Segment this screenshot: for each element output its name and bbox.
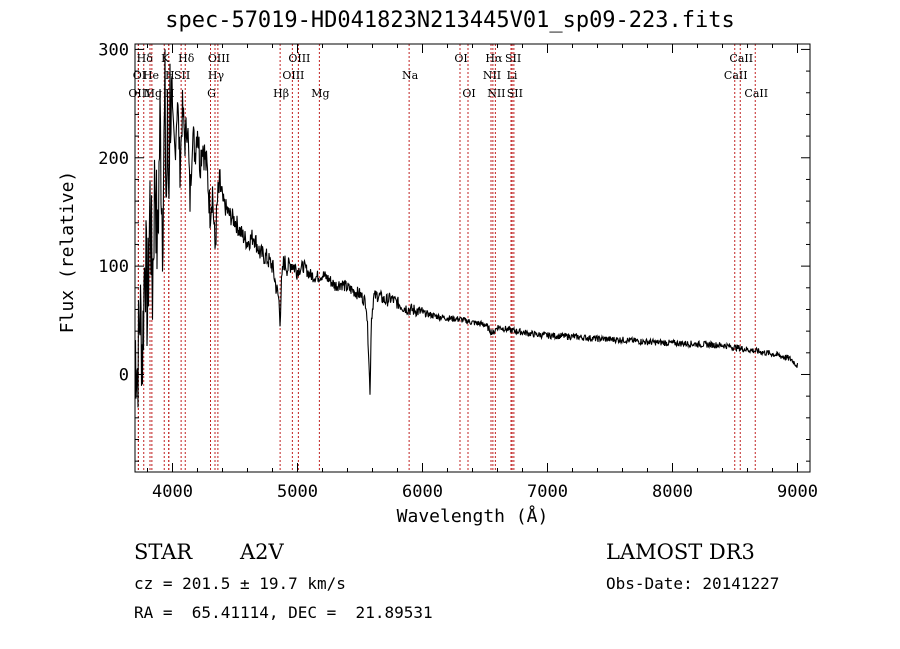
y-axis-label: Flux (relative)	[57, 171, 78, 334]
spectral-line-label: SII	[174, 69, 190, 82]
redshift-velocity: cz = 201.5 ± 19.7 km/s	[134, 574, 346, 593]
spectral-line-label: H	[165, 87, 175, 100]
spectral-line-label: SII	[507, 87, 523, 100]
spectral-line-label: OIII	[128, 87, 150, 100]
coordinates: RA = 65.41114, DEC = 21.89531	[134, 603, 433, 622]
y-tick-label: 0	[119, 365, 129, 385]
spectral-line-label: NII	[487, 87, 505, 100]
spectral-line-label: NII	[483, 69, 501, 82]
y-tick-label: 300	[98, 40, 129, 60]
spectral-class: A2V	[240, 540, 284, 564]
spectral-line-label: OIII	[288, 52, 310, 65]
x-tick-label: 7000	[527, 482, 568, 502]
spectral-line-label: Mg	[144, 87, 162, 100]
x-tick-label: 8000	[652, 482, 693, 502]
spectral-line-label: Hβ	[273, 87, 289, 100]
x-tick-label: 6000	[402, 482, 443, 502]
plot-frame	[134, 43, 811, 473]
spectral-line-label: Li	[507, 69, 518, 82]
spectral-line-label: G	[207, 87, 216, 100]
spectral-line-label: Hδ	[178, 52, 195, 65]
spectral-line-label: OI	[454, 52, 467, 65]
observation-date: Obs-Date: 20141227	[606, 574, 780, 593]
spectral-line-label: CaII	[724, 69, 748, 82]
spectral-line-label: He	[143, 69, 159, 82]
spectral-line-label: Mg	[311, 87, 329, 100]
spectral-line-label: OI	[462, 87, 475, 100]
spectral-line-label: K	[161, 52, 170, 65]
spectral-line-label: CaII	[744, 87, 768, 100]
chart-title: spec-57019-HD041823N213445V01_sp09-223.f…	[165, 8, 735, 33]
spectral-line-label: H	[165, 69, 175, 82]
spectral-line-label: SII	[505, 52, 521, 65]
y-tick-label: 100	[98, 257, 129, 277]
x-tick-label: 4000	[152, 482, 193, 502]
spectral-line-label: OIII	[208, 52, 230, 65]
spectrum-series-line	[134, 49, 799, 408]
x-tick-label: 9000	[777, 482, 818, 502]
x-tick-label: 5000	[277, 482, 318, 502]
x-axis-label: Wavelength (Å)	[397, 505, 549, 527]
spectral-line-label: CaII	[729, 52, 753, 65]
spectral-line-label: OI	[133, 69, 146, 82]
spectral-line-label: Na	[402, 69, 419, 82]
spectral-line-label: Hγ	[208, 69, 225, 82]
y-tick-label: 200	[98, 149, 129, 169]
spectral-line-label: Hδ	[137, 52, 154, 65]
spectral-line-label: OIII	[282, 69, 304, 82]
survey-name: LAMOST DR3	[606, 540, 755, 564]
spectral-line-label: Hα	[485, 52, 503, 65]
object-type: STAR	[134, 540, 193, 564]
